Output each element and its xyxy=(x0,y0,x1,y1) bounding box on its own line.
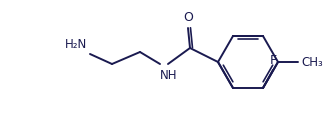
Text: F: F xyxy=(269,54,276,67)
Text: O: O xyxy=(183,11,193,24)
Text: CH₃: CH₃ xyxy=(301,55,323,69)
Text: NH: NH xyxy=(160,69,178,82)
Text: H₂N: H₂N xyxy=(65,38,87,51)
